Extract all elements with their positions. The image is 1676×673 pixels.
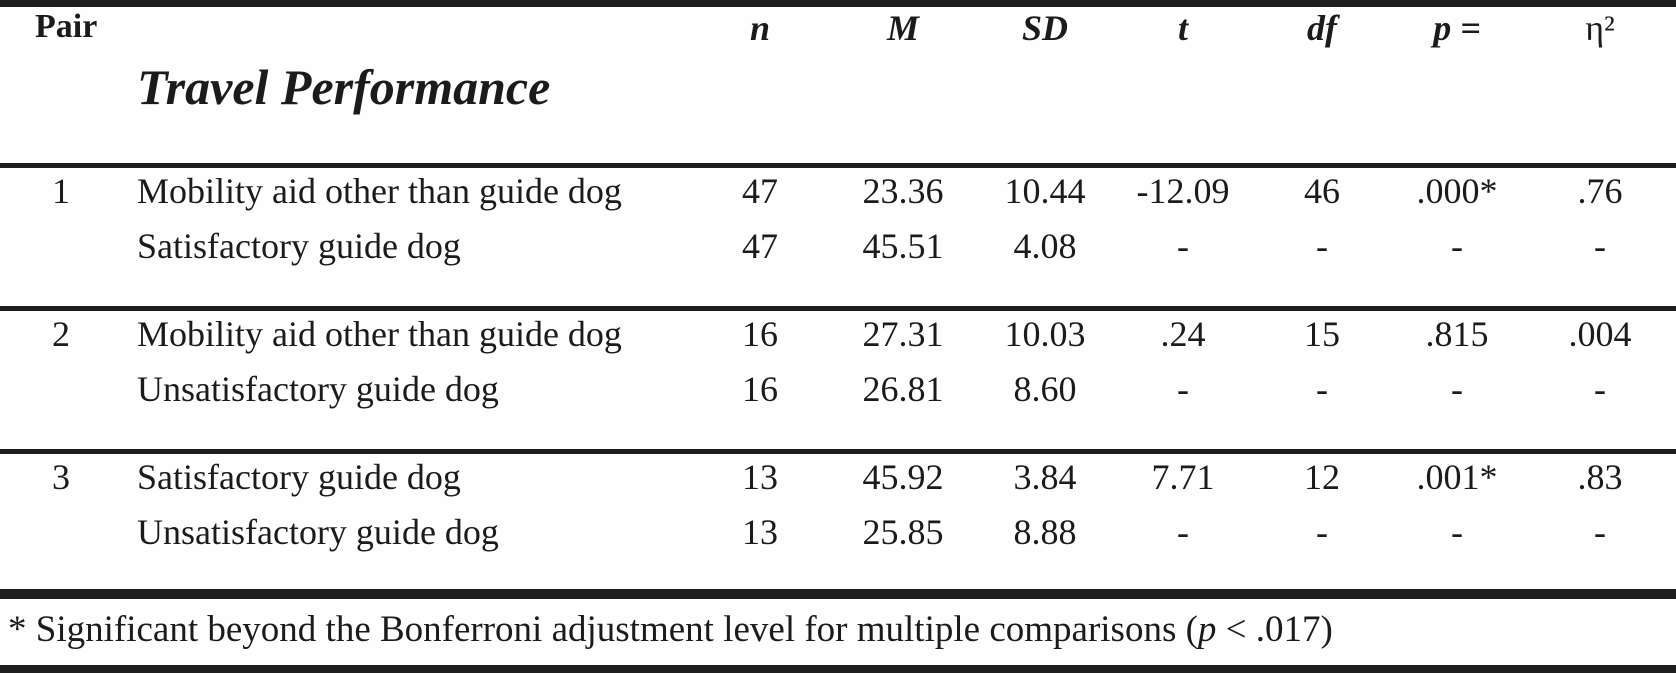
pair-number: 3: [52, 457, 70, 497]
n-value: 16: [742, 369, 778, 409]
df-value: 15: [1304, 314, 1340, 354]
table-row-pair3-a: 3 Satisfactory guide dog 13 45.92 3.84 7…: [0, 459, 1676, 507]
significance-footnote: * Significant beyond the Bonferroni adju…: [8, 611, 1333, 648]
table-row-pair2-b: Unsatisfactory guide dog 16 26.81 8.60 -…: [0, 371, 1676, 419]
condition-label: Unsatisfactory guide dog: [137, 369, 499, 409]
sd-value: 4.08: [1013, 226, 1077, 266]
eta-squared-value: .004: [1568, 314, 1632, 354]
table-row-pair3-b: Unsatisfactory guide dog 13 25.85 8.88 -…: [0, 514, 1676, 562]
eta-squared-value: -: [1594, 226, 1606, 266]
p-value: -: [1451, 512, 1463, 552]
t-value: -: [1177, 369, 1189, 409]
sd-value: 8.88: [1013, 512, 1077, 552]
condition-label: Satisfactory guide dog: [137, 457, 461, 497]
footer-separator-rule: [0, 589, 1676, 599]
condition-label: Mobility aid other than guide dog: [137, 314, 622, 354]
sd-value: 8.60: [1013, 369, 1077, 409]
t-value: 7.71: [1151, 457, 1215, 497]
condition-label: Mobility aid other than guide dog: [137, 171, 622, 211]
t-value: -: [1177, 512, 1189, 552]
mean-value: 25.85: [862, 512, 944, 552]
df-value: -: [1316, 512, 1328, 552]
column-header-sd: SD: [1021, 8, 1069, 48]
header-separator-rule: [0, 163, 1676, 168]
eta-squared-value: .76: [1577, 171, 1623, 211]
section-separator-rule: [0, 449, 1676, 454]
mean-value: 23.36: [862, 171, 944, 211]
mean-value: 45.92: [862, 457, 944, 497]
column-header-p: p =: [1433, 8, 1481, 48]
pair-number: 1: [52, 171, 70, 211]
section-separator-rule: [0, 306, 1676, 311]
table-top-border: [0, 0, 1676, 7]
column-header-t: t: [1177, 8, 1189, 48]
column-header-df: df: [1307, 8, 1337, 48]
df-value: -: [1316, 369, 1328, 409]
footnote-text-suffix: < .017): [1216, 609, 1333, 650]
mean-value: 27.31: [862, 314, 944, 354]
sd-value: 10.03: [1004, 314, 1086, 354]
mean-value: 45.51: [862, 226, 944, 266]
footnote-p-symbol: p: [1197, 609, 1217, 650]
p-value: -: [1451, 226, 1463, 266]
table-row-pair1-b: Satisfactory guide dog 47 45.51 4.08 - -…: [0, 228, 1676, 276]
table-header-row: Pair n M SD t df p = η²: [0, 10, 1676, 58]
p-value: .000*: [1416, 171, 1498, 211]
eta-squared-value: .83: [1577, 457, 1623, 497]
column-header-n: n: [749, 8, 771, 48]
n-value: 13: [742, 457, 778, 497]
n-value: 47: [742, 171, 778, 211]
sd-value: 3.84: [1013, 457, 1077, 497]
footnote-text: * Significant beyond the Bonferroni adju…: [8, 609, 1198, 650]
table-row-pair2-a: 2 Mobility aid other than guide dog 16 2…: [0, 316, 1676, 364]
table-subtitle: Travel Performance: [137, 59, 551, 115]
table-bottom-border: [0, 665, 1676, 673]
n-value: 16: [742, 314, 778, 354]
n-value: 13: [742, 512, 778, 552]
column-header-m: M: [886, 8, 920, 48]
p-value: .001*: [1416, 457, 1498, 497]
p-value: -: [1451, 369, 1463, 409]
df-value: 12: [1304, 457, 1340, 497]
mean-value: 26.81: [862, 369, 944, 409]
df-value: 46: [1304, 171, 1340, 211]
eta-squared-value: -: [1594, 369, 1606, 409]
n-value: 47: [742, 226, 778, 266]
column-header-eta-squared: η²: [1585, 8, 1615, 48]
table-row-pair1-a: 1 Mobility aid other than guide dog 47 2…: [0, 173, 1676, 221]
eta-squared-value: -: [1594, 512, 1606, 552]
condition-label: Satisfactory guide dog: [137, 226, 461, 266]
p-value: .815: [1425, 314, 1489, 354]
condition-label: Unsatisfactory guide dog: [137, 512, 499, 552]
pair-number: 2: [52, 314, 70, 354]
df-value: -: [1316, 226, 1328, 266]
column-header-pair: Pair: [35, 8, 98, 45]
t-value: -: [1177, 226, 1189, 266]
t-value: -12.09: [1136, 171, 1230, 211]
sd-value: 10.44: [1004, 171, 1086, 211]
t-value: .24: [1160, 314, 1206, 354]
